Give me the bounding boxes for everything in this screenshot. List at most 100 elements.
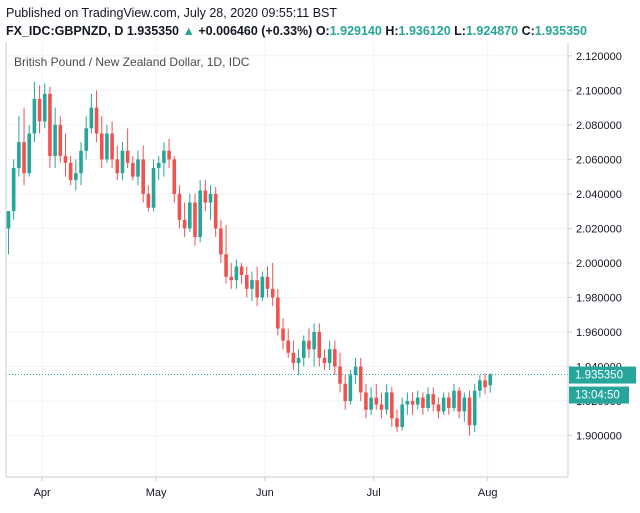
candle-body [265, 276, 270, 289]
candle-body [229, 276, 234, 281]
candle-body [198, 190, 202, 238]
published-line: Published on TradingView.com, July 28, 2… [6, 6, 337, 20]
candle [390, 387, 394, 427]
chart-title: British Pound / New Zealand Dollar, 1D, … [14, 55, 250, 69]
candle [364, 383, 368, 419]
candle [488, 373, 493, 393]
change: +0.006460 (+0.33%) [198, 24, 313, 38]
candle [11, 159, 16, 220]
candle-body [312, 332, 316, 350]
candle-body [260, 276, 265, 298]
candle [131, 155, 135, 181]
candle-body [457, 390, 461, 412]
candle-body [156, 162, 161, 169]
candle-body [250, 280, 254, 289]
candle [79, 142, 83, 186]
time-axis[interactable]: Apr May Jun Jul Aug [34, 477, 498, 499]
candle [327, 340, 332, 370]
candle-body [136, 159, 140, 177]
grid [6, 42, 568, 477]
candle [462, 392, 467, 422]
candle [353, 357, 358, 384]
candle [94, 90, 99, 143]
candle [395, 409, 399, 433]
candle [467, 390, 472, 436]
candle-body [208, 193, 213, 203]
high-value: 1.936120 [398, 24, 451, 38]
candle-body [188, 202, 192, 229]
candle-body [213, 193, 218, 229]
candle-body [42, 93, 47, 122]
candle [369, 387, 373, 415]
candle-body [219, 228, 223, 255]
candle [452, 383, 456, 412]
candle [188, 193, 192, 232]
candle-body [115, 159, 120, 174]
y-tick-label: 1.960000 [576, 327, 622, 339]
candle-body [379, 404, 384, 410]
candle-body [322, 357, 327, 364]
candle-body [167, 150, 171, 160]
candle [255, 266, 259, 307]
candle-body [105, 133, 109, 160]
candle-body [472, 390, 477, 426]
candle [48, 86, 52, 169]
candle [436, 397, 441, 419]
candle [208, 185, 213, 220]
candle-body [48, 93, 52, 156]
candle-body [447, 397, 451, 408]
candle [146, 185, 151, 212]
last-price: 1.935350 [126, 24, 179, 38]
price-axis[interactable]: 1.9000001.9200001.9400001.9600001.980000… [568, 51, 622, 443]
candle-body [162, 150, 166, 163]
candle [400, 397, 404, 431]
candle-body [478, 380, 482, 391]
candle-body [421, 397, 425, 408]
candle-body [291, 352, 296, 364]
candle [426, 387, 430, 412]
candle [58, 116, 63, 163]
candle-body [151, 168, 156, 208]
candle-body [348, 375, 353, 402]
candle [270, 262, 275, 307]
candle [415, 390, 420, 410]
candle-body [343, 383, 347, 402]
y-tick-label: 2.020000 [576, 223, 622, 235]
candle-body [327, 349, 332, 364]
candle [42, 83, 47, 129]
candle-body [358, 366, 363, 393]
candle-body [307, 340, 311, 350]
candle-body [441, 397, 446, 412]
candle [260, 271, 265, 301]
candle-body [22, 142, 26, 174]
candle [110, 121, 114, 169]
candle-body [141, 159, 145, 194]
candle [374, 383, 379, 410]
candle [307, 328, 311, 358]
candle-body [338, 366, 342, 384]
candle-body [364, 392, 368, 410]
candle [182, 202, 187, 238]
candle [22, 107, 26, 186]
candle-body [224, 254, 228, 277]
candle [120, 142, 125, 181]
y-tick-label: 2.060000 [576, 154, 622, 166]
candle [478, 375, 482, 398]
candle-body [58, 124, 63, 156]
candle [301, 335, 306, 367]
candle [421, 392, 425, 415]
candle-body [467, 397, 472, 426]
candle [213, 187, 218, 238]
candle-body [182, 219, 187, 229]
candle-body [281, 328, 285, 341]
candle [384, 383, 389, 415]
candle [167, 138, 171, 169]
candle [177, 185, 182, 229]
candle [431, 387, 436, 412]
plot-area [6, 42, 568, 477]
candle [286, 328, 291, 358]
candle [84, 116, 88, 160]
candle [358, 357, 363, 402]
candle [410, 392, 415, 415]
